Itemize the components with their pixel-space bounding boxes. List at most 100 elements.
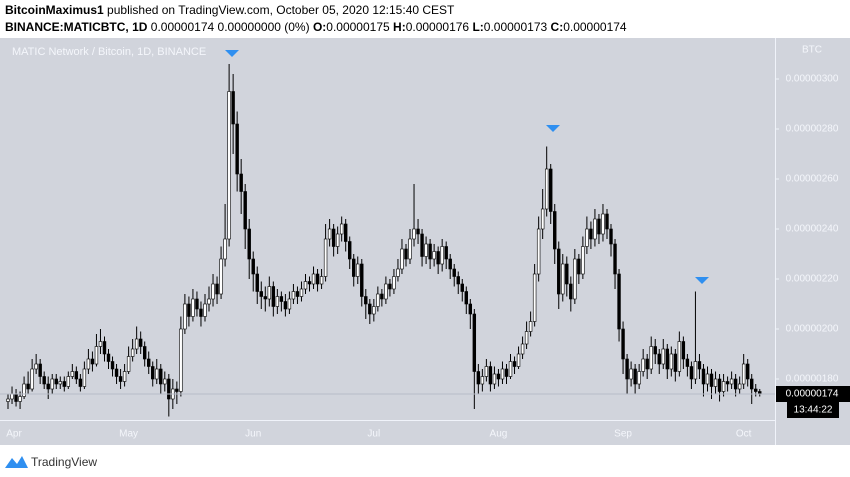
candle-body bbox=[496, 373, 501, 380]
candle-body bbox=[609, 228, 613, 245]
candle-body bbox=[488, 366, 493, 385]
candle-body bbox=[693, 361, 698, 380]
candle-body bbox=[323, 238, 328, 277]
candle-body bbox=[364, 296, 368, 305]
candle-body bbox=[343, 223, 348, 242]
candle-body bbox=[585, 228, 589, 247]
candle-body bbox=[665, 348, 669, 370]
candle-body bbox=[211, 283, 215, 300]
candle-body bbox=[456, 276, 460, 285]
candle-body bbox=[279, 296, 284, 302]
countdown-box bbox=[787, 402, 839, 418]
candle-body bbox=[476, 371, 481, 385]
candle-body bbox=[66, 376, 71, 387]
candle-body bbox=[528, 321, 533, 332]
candle-body bbox=[130, 348, 135, 357]
ohlc-key: H: bbox=[393, 20, 406, 34]
candle-body bbox=[235, 123, 239, 175]
quote: 0.00000174 0.00000000 (0%) bbox=[150, 20, 310, 34]
candle-body bbox=[227, 91, 231, 240]
candle-body bbox=[729, 378, 734, 385]
ohlc-key: O: bbox=[312, 20, 327, 34]
candle-body bbox=[207, 298, 211, 305]
x-tick-label: Oct bbox=[736, 429, 752, 440]
candle-body bbox=[577, 258, 581, 275]
author: BitcoinMaximus1 bbox=[5, 3, 104, 17]
candle-body bbox=[74, 371, 79, 380]
candle-body bbox=[440, 246, 444, 265]
plot-area: 0.00000180 0.00000200 0.00000220 0.00000240… bbox=[0, 64, 839, 440]
candle-body bbox=[504, 368, 509, 377]
candle-body bbox=[299, 288, 304, 297]
candle-body bbox=[26, 383, 30, 390]
x-tick-label: Aug bbox=[490, 429, 508, 440]
candle-body bbox=[82, 368, 87, 387]
candle-body bbox=[460, 283, 464, 292]
candle-body bbox=[741, 363, 746, 385]
candle-body bbox=[701, 368, 706, 385]
candle-body bbox=[400, 248, 404, 270]
y-tick-label: 0.00000260 bbox=[786, 174, 839, 185]
candle-body bbox=[532, 273, 537, 322]
quote-line: BINANCE:MATICBTC, 1D 0.00000174 0.000000… bbox=[5, 20, 627, 34]
candle-body bbox=[605, 213, 609, 230]
candle-body bbox=[78, 378, 83, 387]
candle-body bbox=[291, 291, 296, 300]
candle-body bbox=[34, 363, 38, 370]
candle-body bbox=[187, 303, 191, 317]
candle-body bbox=[412, 228, 416, 240]
candle-body bbox=[191, 298, 195, 317]
ohlc-value: 0.00000175 bbox=[326, 20, 390, 34]
candle-body bbox=[589, 228, 593, 240]
candle-body bbox=[681, 341, 686, 360]
ohlc-value: 0.00000176 bbox=[405, 20, 470, 34]
candle-body bbox=[536, 228, 541, 275]
y-tick-label: 0.00000280 bbox=[786, 124, 839, 135]
candle-body bbox=[713, 378, 718, 387]
candle-body bbox=[62, 381, 66, 387]
candle-body bbox=[685, 358, 690, 367]
candle-body bbox=[106, 353, 111, 362]
candle-body bbox=[271, 286, 276, 307]
candle-body bbox=[54, 378, 58, 385]
candle-body bbox=[114, 368, 119, 377]
candle-body bbox=[593, 218, 597, 240]
candle-body bbox=[581, 246, 585, 275]
candle-body bbox=[255, 273, 259, 292]
ohlc-key: C: bbox=[550, 20, 564, 34]
x-tick-label: Jun bbox=[245, 429, 261, 440]
candle-body bbox=[649, 346, 653, 370]
candle-body bbox=[520, 343, 525, 355]
countdown-label: 13:44:22 bbox=[794, 405, 833, 416]
candle-body bbox=[388, 283, 392, 290]
x-tick-label: Jul bbox=[367, 429, 380, 440]
candle-body bbox=[339, 223, 344, 235]
candle-body bbox=[70, 371, 75, 377]
candle-body bbox=[484, 366, 489, 377]
publish-line: BitcoinMaximus1 published on TradingView… bbox=[5, 3, 454, 17]
candle-body bbox=[645, 358, 649, 370]
footer-brand: TradingView bbox=[31, 455, 97, 469]
candle-body bbox=[163, 378, 167, 385]
candle-body bbox=[311, 273, 316, 285]
candle-body bbox=[424, 243, 428, 257]
candle-body bbox=[677, 341, 682, 372]
candle-body bbox=[629, 368, 633, 380]
candle-body bbox=[203, 303, 207, 317]
ohlc-value: 0.00000174 bbox=[563, 20, 627, 34]
candle-body bbox=[500, 368, 505, 380]
candle-body bbox=[416, 228, 420, 235]
candle-body bbox=[621, 328, 625, 360]
candle-body bbox=[404, 248, 408, 260]
candle-body bbox=[42, 376, 46, 385]
candle-body bbox=[219, 258, 223, 295]
candle-body bbox=[251, 258, 255, 275]
candle-body bbox=[653, 346, 657, 355]
candle-body bbox=[98, 341, 103, 347]
candle-body bbox=[733, 378, 738, 390]
candle-body bbox=[464, 291, 468, 305]
symbol: BINANCE:MATICBTC, 1D bbox=[5, 20, 148, 34]
candle-body bbox=[637, 371, 641, 385]
candle-body bbox=[709, 373, 714, 387]
